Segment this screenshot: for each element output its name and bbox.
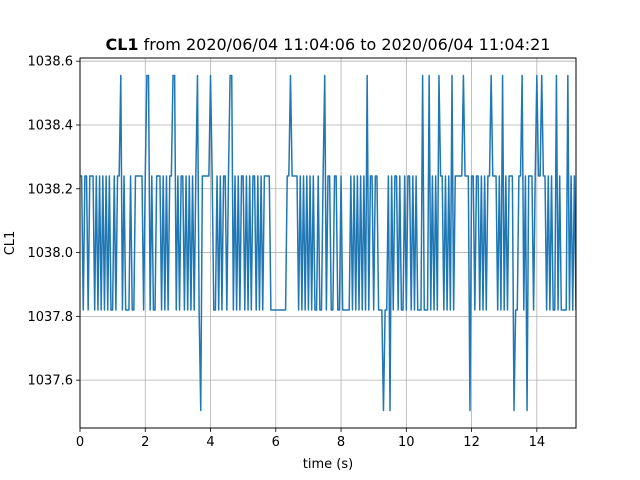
x-tick-label: 12 [463, 435, 480, 450]
series-line [80, 74, 576, 412]
y-tick-label: 1037.6 [28, 374, 74, 389]
y-tick-label: 1037.8 [28, 310, 74, 325]
y-tick-label: 1038.2 [28, 182, 74, 197]
x-tick-label: 6 [272, 435, 280, 450]
x-axis-label: time (s) [303, 457, 353, 472]
y-tick-label: 1038.4 [28, 118, 74, 133]
x-tick-label: 4 [206, 435, 214, 450]
x-tick-label: 2 [141, 435, 149, 450]
y-axis: 1037.6 1037.8 1038.0 1038.2 1038.4 1038.6 [28, 55, 80, 389]
y-axis-label: CL1 [3, 231, 18, 256]
x-axis: 0 2 4 6 8 10 12 14 [76, 428, 545, 450]
chart-title: CL1 from 2020/06/04 11:04:06 to 2020/06/… [105, 35, 550, 54]
y-tick-label: 1038.6 [28, 55, 74, 70]
chart-title-channel: CL1 [105, 35, 138, 54]
x-tick-label: 8 [337, 435, 345, 450]
y-tick-label: 1038.0 [28, 246, 74, 261]
x-tick-label: 0 [76, 435, 84, 450]
x-tick-label: 14 [529, 435, 546, 450]
plot-frame [79, 57, 577, 429]
series-layer [80, 74, 576, 412]
x-tick-label: 10 [398, 435, 415, 450]
chart-title-range: from 2020/06/04 11:04:06 to 2020/06/04 1… [139, 35, 551, 54]
